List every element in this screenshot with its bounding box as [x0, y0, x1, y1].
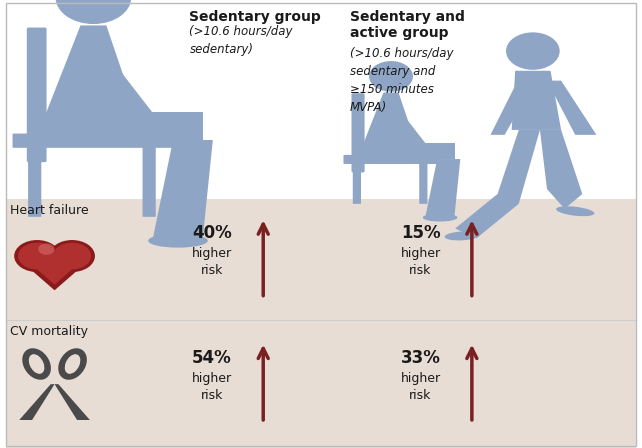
Text: (>10.6 hours/day
sedentary): (>10.6 hours/day sedentary)	[189, 25, 293, 56]
Polygon shape	[547, 81, 596, 135]
FancyBboxPatch shape	[28, 146, 41, 217]
Text: 40%: 40%	[192, 224, 232, 242]
Text: higher
risk: higher risk	[192, 371, 232, 401]
Text: higher
risk: higher risk	[401, 247, 440, 277]
Ellipse shape	[58, 348, 87, 380]
Ellipse shape	[556, 206, 594, 216]
Ellipse shape	[29, 354, 44, 374]
Polygon shape	[19, 384, 55, 420]
FancyBboxPatch shape	[352, 93, 365, 172]
Circle shape	[49, 240, 95, 272]
Polygon shape	[362, 92, 417, 147]
Polygon shape	[153, 140, 213, 237]
Polygon shape	[540, 130, 582, 209]
Ellipse shape	[22, 348, 51, 380]
FancyBboxPatch shape	[6, 199, 636, 320]
FancyBboxPatch shape	[27, 27, 47, 162]
FancyBboxPatch shape	[419, 163, 428, 204]
Circle shape	[18, 243, 56, 269]
Polygon shape	[512, 71, 561, 130]
FancyBboxPatch shape	[143, 146, 156, 217]
Text: 54%: 54%	[192, 349, 232, 366]
Ellipse shape	[65, 354, 80, 374]
Ellipse shape	[445, 231, 480, 241]
Text: CV mortality: CV mortality	[10, 325, 87, 338]
Polygon shape	[78, 43, 163, 126]
Text: Sedentary and
active group: Sedentary and active group	[350, 10, 465, 40]
Ellipse shape	[148, 234, 208, 248]
Polygon shape	[455, 130, 540, 238]
Ellipse shape	[422, 214, 457, 222]
Text: (>10.6 hours/day
sedentary and
≥150 minutes
MVPA): (>10.6 hours/day sedentary and ≥150 minu…	[350, 47, 453, 114]
FancyBboxPatch shape	[12, 134, 174, 148]
Circle shape	[506, 32, 560, 70]
Text: Sedentary group: Sedentary group	[189, 10, 321, 24]
Polygon shape	[44, 26, 138, 119]
Polygon shape	[55, 384, 90, 420]
Polygon shape	[490, 86, 533, 135]
Polygon shape	[15, 256, 94, 290]
Text: higher
risk: higher risk	[401, 371, 440, 401]
Circle shape	[39, 243, 55, 255]
Polygon shape	[383, 103, 431, 151]
Text: 15%: 15%	[401, 224, 440, 242]
Polygon shape	[22, 256, 87, 284]
FancyBboxPatch shape	[353, 163, 361, 204]
Text: Heart failure: Heart failure	[10, 204, 88, 217]
Circle shape	[14, 240, 60, 272]
Circle shape	[56, 0, 131, 24]
Polygon shape	[426, 159, 460, 215]
Polygon shape	[44, 112, 203, 140]
FancyBboxPatch shape	[6, 320, 636, 448]
Text: higher
risk: higher risk	[192, 247, 232, 277]
FancyBboxPatch shape	[343, 155, 438, 164]
Text: 33%: 33%	[401, 349, 440, 366]
Circle shape	[369, 61, 413, 92]
Circle shape	[53, 243, 91, 269]
Polygon shape	[362, 143, 455, 159]
